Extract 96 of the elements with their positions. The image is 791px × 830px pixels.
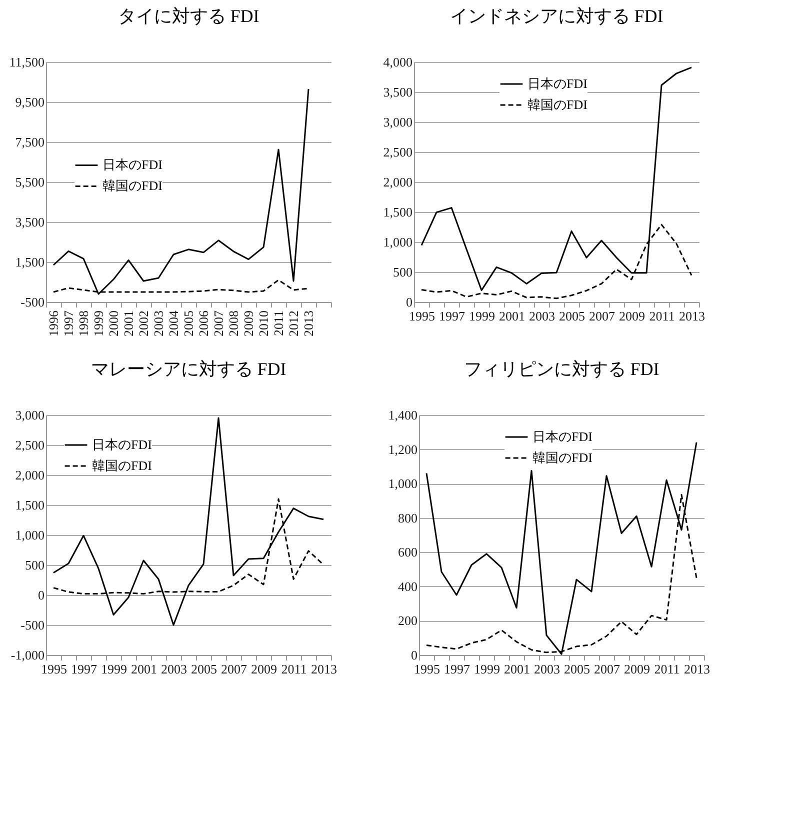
x-tick-label: 2013: [679, 308, 705, 324]
x-tick-label: 2011: [654, 662, 680, 676]
y-tick-label: 5,500: [15, 174, 44, 190]
legend-label: 日本のFDI: [92, 437, 152, 452]
legend-label: 日本のFDI: [528, 76, 588, 91]
x-tick-label: 1999: [101, 662, 127, 676]
legend-label: 韓国のFDI: [102, 178, 162, 194]
x-tick-label: 2011: [281, 662, 307, 676]
y-tick-label: 1,000: [15, 528, 44, 542]
y-tick-label: 600: [398, 544, 418, 560]
y-tick-label: 0: [406, 294, 412, 310]
y-tick-label: 2,500: [15, 438, 44, 452]
y-tick-label: 3,500: [383, 84, 412, 100]
y-tick-label: 800: [398, 510, 418, 526]
x-tick-label: 1999: [469, 308, 495, 324]
y-tick-label: 200: [398, 613, 418, 628]
chart-title: マレーシアに対する FDI: [90, 359, 286, 379]
x-tick-label: 1999: [474, 662, 500, 676]
x-tick-label: 2009: [251, 662, 277, 676]
y-tick-label: 1,200: [388, 442, 418, 457]
x-tick-label: 2003: [534, 662, 560, 676]
y-tick-label: 500: [25, 558, 44, 572]
y-tick-label: 1,500: [383, 204, 412, 220]
y-tick-label: 1,000: [383, 234, 412, 250]
legend-label: 韓国のFDI: [528, 97, 588, 112]
line-series: [426, 442, 698, 655]
x-tick-label: 2003: [529, 308, 555, 324]
x-tick-label: 2001: [499, 308, 525, 324]
x-tick-label: 2007: [211, 310, 226, 336]
x-tick-label: 2007: [594, 662, 620, 676]
y-tick-label: 1,400: [388, 408, 418, 422]
x-tick-label: 2009: [241, 310, 256, 336]
x-tick-label: 1999: [91, 310, 106, 336]
x-tick-label: 2009: [624, 662, 650, 676]
x-tick-label: 1997: [61, 310, 76, 336]
y-tick-label: 11,500: [9, 54, 44, 70]
legend-label: 日本のFDI: [532, 429, 592, 444]
x-tick-label: 2005: [181, 310, 196, 336]
legend-label: 韓国のFDI: [92, 458, 152, 473]
x-tick-label: 2001: [121, 310, 136, 336]
x-tick-label: 2001: [504, 662, 530, 676]
x-tick-label: 1998: [76, 310, 91, 336]
x-tick-label: 2002: [136, 310, 151, 336]
x-tick-label: 2000: [106, 310, 121, 336]
x-tick-label: 2009: [619, 308, 645, 324]
x-tick-label: 2011: [649, 308, 675, 324]
y-tick-label: 7,500: [15, 134, 44, 150]
x-tick-label: 1995: [414, 662, 440, 676]
x-tick-label: 2006: [196, 310, 211, 336]
x-tick-label: 2013: [311, 662, 337, 676]
y-tick-label: 500: [393, 264, 412, 280]
y-tick-label: 0: [411, 648, 418, 662]
y-tick-label: 400: [398, 578, 418, 594]
y-tick-label: 3,000: [383, 114, 412, 130]
x-tick-label: 2003: [151, 310, 166, 336]
x-tick-label: 2005: [191, 662, 217, 676]
y-tick-label: 9,500: [15, 94, 44, 110]
y-tick-label: 1,000: [388, 476, 418, 492]
chart-title: インドネシアに対する FDI: [450, 6, 664, 26]
y-tick-label: 0: [38, 588, 44, 602]
x-tick-label: 1997: [439, 308, 466, 324]
y-tick-label: 1,500: [15, 254, 44, 270]
x-tick-label: 1995: [41, 662, 67, 676]
x-tick-label: 2003: [161, 662, 187, 676]
x-tick-label: 2004: [166, 310, 181, 336]
y-tick-label: 3,000: [15, 408, 44, 422]
x-tick-label: 2007: [589, 308, 616, 324]
x-tick-label: 2007: [221, 662, 248, 676]
x-tick-label: 1996: [46, 310, 61, 336]
x-tick-label: 2005: [564, 662, 590, 676]
y-tick-label: 2,000: [15, 468, 44, 482]
y-tick-label: -1,000: [10, 648, 44, 662]
x-tick-label: 2005: [559, 308, 585, 324]
x-tick-label: 1997: [444, 662, 470, 676]
line-series: [52, 417, 324, 626]
y-tick-label: 2,500: [383, 144, 412, 160]
x-tick-label: 2012: [286, 310, 301, 336]
chart-title: フィリピンに対する FDI: [464, 359, 660, 379]
legend-label: 韓国のFDI: [532, 450, 592, 465]
x-tick-label: 1995: [409, 308, 435, 324]
y-tick-label: 2,000: [383, 174, 412, 190]
y-tick-label: -500: [20, 618, 44, 632]
x-tick-label: 2011: [271, 310, 286, 336]
chart-title: タイに対する FDI: [118, 6, 260, 26]
x-tick-label: 1997: [71, 662, 98, 676]
x-tick-label: 2008: [226, 310, 241, 336]
y-tick-label: -500: [20, 294, 44, 310]
y-tick-label: 3,500: [15, 214, 44, 230]
x-tick-label: 2013: [684, 662, 710, 676]
x-tick-label: 2010: [256, 310, 271, 336]
line-series: [52, 88, 310, 295]
y-tick-label: 4,000: [383, 54, 412, 70]
legend-label: 日本のFDI: [102, 157, 162, 172]
y-tick-label: 1,500: [15, 498, 44, 512]
x-tick-label: 2001: [131, 662, 157, 676]
x-tick-label: 2013: [301, 310, 316, 336]
